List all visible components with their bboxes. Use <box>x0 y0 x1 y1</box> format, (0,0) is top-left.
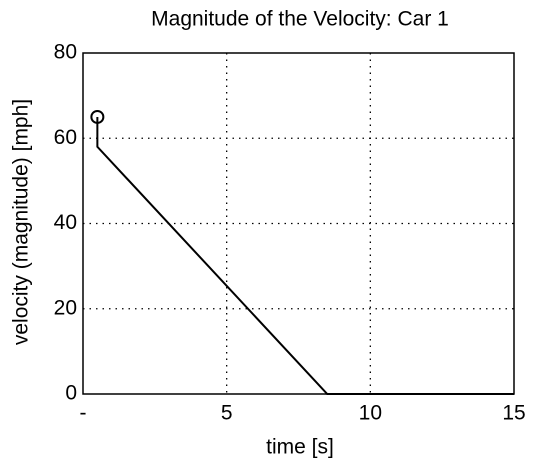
x-tick-label: 5 <box>221 402 233 425</box>
y-tick-label: 0 <box>65 382 77 405</box>
y-tick-label: 20 <box>54 296 77 319</box>
y-tick-label: 80 <box>54 41 77 64</box>
start-marker <box>90 109 105 124</box>
y-axis-label: velocity (magnitude) [mph] <box>10 99 33 345</box>
chart-title: Magnitude of the Velocity: Car 1 <box>151 8 449 31</box>
y-tick-label: 40 <box>54 211 77 234</box>
x-tick-label: - <box>80 402 87 425</box>
data-line <box>96 116 514 395</box>
x-tick-label: 15 <box>502 402 525 425</box>
x-axis-label: time [s] <box>266 436 334 459</box>
x-tick-label: 10 <box>359 402 382 425</box>
y-tick-label: 60 <box>54 126 77 149</box>
